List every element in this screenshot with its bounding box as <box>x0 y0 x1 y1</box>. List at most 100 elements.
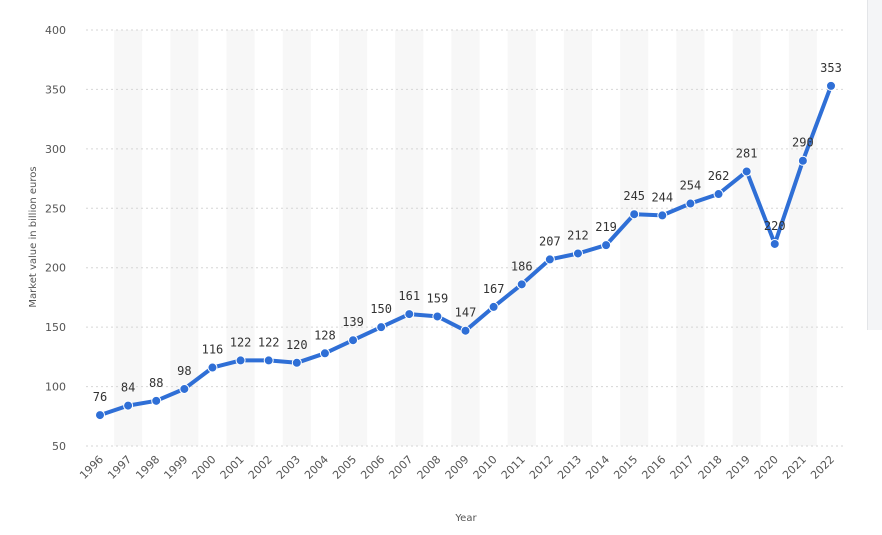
band <box>507 30 536 446</box>
data-point[interactable] <box>516 279 527 290</box>
x-tick-label: 2021 <box>780 453 809 482</box>
data-point[interactable] <box>460 325 471 336</box>
x-tick-label: 2004 <box>302 453 331 482</box>
data-label: 244 <box>651 190 673 204</box>
data-point[interactable] <box>319 348 330 359</box>
data-point[interactable] <box>685 198 696 209</box>
x-tick-label: 2005 <box>330 453 359 482</box>
data-label: 128 <box>314 328 336 342</box>
data-label: 290 <box>792 136 814 150</box>
data-point[interactable] <box>713 189 724 200</box>
data-label: 159 <box>427 291 449 305</box>
x-tick-label: 1998 <box>133 453 162 482</box>
x-tick-label: 2015 <box>611 453 640 482</box>
y-tick-label: 400 <box>45 24 66 37</box>
x-axis-title: Year <box>454 513 477 524</box>
band <box>338 30 368 446</box>
data-point[interactable] <box>95 410 105 421</box>
x-tick-label: 2007 <box>386 453 415 482</box>
x-tick-label: 2008 <box>415 453 444 482</box>
data-point[interactable] <box>544 254 555 265</box>
band <box>170 30 199 446</box>
data-point[interactable] <box>376 322 387 333</box>
alternating-bands <box>114 30 817 446</box>
data-point[interactable] <box>123 400 134 411</box>
data-point[interactable] <box>235 355 246 366</box>
x-tick-label: 1999 <box>161 453 190 482</box>
data-point[interactable] <box>797 155 808 166</box>
data-point[interactable] <box>348 335 359 346</box>
band <box>620 30 649 446</box>
data-point[interactable] <box>432 311 443 322</box>
band <box>451 30 480 446</box>
band <box>676 30 705 446</box>
x-tick-label: 1997 <box>105 453 134 482</box>
y-tick-label: 300 <box>45 143 66 156</box>
band <box>282 30 311 446</box>
data-label: 120 <box>286 338 308 352</box>
x-tick-label: 2009 <box>443 453 472 482</box>
data-label: 122 <box>230 335 252 349</box>
data-point[interactable] <box>207 362 218 373</box>
data-label: 88 <box>149 376 163 390</box>
data-point[interactable] <box>572 248 583 259</box>
data-point[interactable] <box>488 301 499 312</box>
data-label: 76 <box>93 390 107 404</box>
x-tick-label: 2013 <box>555 453 584 482</box>
band <box>563 30 593 446</box>
data-point[interactable] <box>657 210 668 221</box>
y-tick-label: 350 <box>45 83 66 96</box>
data-point[interactable] <box>263 355 274 366</box>
gridlines <box>86 29 845 447</box>
x-tick-label: 2010 <box>471 453 500 482</box>
x-tick-label: 2001 <box>218 453 247 482</box>
data-point[interactable] <box>601 240 612 251</box>
data-label: 245 <box>623 189 645 203</box>
data-point[interactable] <box>741 166 752 177</box>
y-tick-label: 150 <box>45 321 66 334</box>
data-label: 84 <box>121 381 135 395</box>
data-point[interactable] <box>291 357 302 368</box>
x-tick-label: 2014 <box>583 453 612 482</box>
band <box>732 30 761 446</box>
data-label: 116 <box>202 343 224 357</box>
data-label: 220 <box>764 219 786 233</box>
data-label: 147 <box>455 306 477 320</box>
band <box>788 30 817 446</box>
data-point[interactable] <box>629 209 640 220</box>
data-point[interactable] <box>404 309 415 320</box>
data-label: 167 <box>483 282 505 296</box>
data-label: 281 <box>736 146 758 160</box>
x-tick-label: 2018 <box>696 453 725 482</box>
data-label: 262 <box>708 169 730 183</box>
data-label: 212 <box>567 228 589 242</box>
x-tick-label: 2022 <box>808 453 837 482</box>
data-label: 150 <box>370 302 392 316</box>
band <box>395 30 424 446</box>
data-label: 219 <box>595 220 617 234</box>
x-tick-label: 2016 <box>639 453 668 482</box>
data-point[interactable] <box>769 238 780 249</box>
data-labels: 76 84 88 98 116 122 122 120 128 139 150 161 159 147 16… <box>93 61 842 404</box>
data-label: 207 <box>539 234 561 248</box>
data-label: 161 <box>398 289 420 303</box>
y-tick-label: 200 <box>45 262 66 275</box>
band <box>114 30 143 446</box>
data-point[interactable] <box>179 383 190 394</box>
data-label: 186 <box>511 259 533 273</box>
x-tick-label: 2006 <box>358 453 387 482</box>
x-tick-label: 2020 <box>752 453 781 482</box>
data-label: 139 <box>342 315 364 329</box>
y-tick-label: 100 <box>45 381 66 394</box>
x-tick-label: 1996 <box>77 453 106 482</box>
data-point[interactable] <box>151 395 162 406</box>
x-tick-label: 2019 <box>724 453 753 482</box>
y-axis-ticks: 50 100 150 200 250 300 350 400 <box>45 24 66 453</box>
y-tick-label: 250 <box>45 202 66 215</box>
x-tick-label: 2011 <box>499 453 528 482</box>
band <box>226 30 255 446</box>
data-point[interactable] <box>826 80 836 91</box>
side-panel-edge <box>867 0 882 330</box>
x-tick-label: 2000 <box>190 453 219 482</box>
